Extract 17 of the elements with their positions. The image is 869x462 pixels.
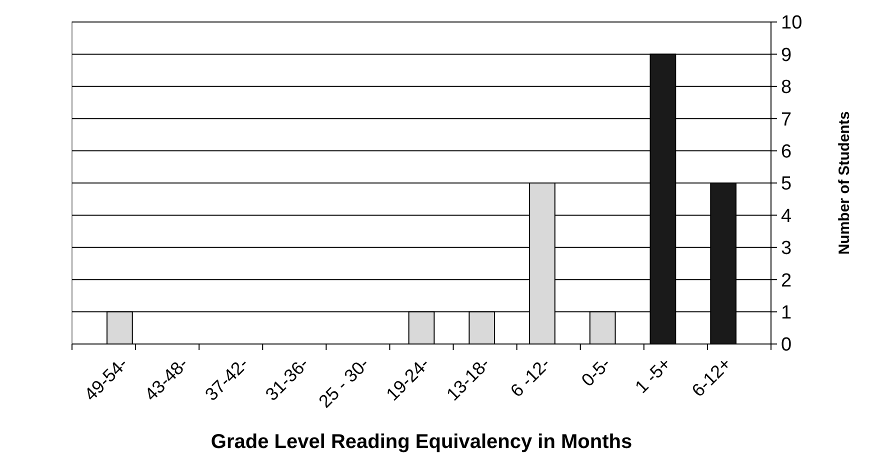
y-tick-label: 10: [781, 12, 802, 34]
y-axis-title: Number of Students: [836, 111, 853, 255]
x-tick-label: 25 - 30-: [314, 354, 373, 412]
y-tick-label: 4: [781, 206, 792, 227]
x-tick-label: 0-5-: [578, 354, 614, 390]
y-tick-label: 8: [781, 77, 792, 98]
x-tick-label: 6 -12-: [506, 354, 554, 401]
y-tick-label: 1: [781, 302, 792, 324]
y-tick-label: 0: [781, 334, 792, 356]
x-tick-label: 1 -5+: [631, 354, 675, 398]
y-tick-label: 7: [781, 109, 792, 130]
y-tick-label: 3: [781, 238, 792, 260]
y-tick-label: 9: [781, 44, 792, 66]
y-tick-label: 5: [781, 174, 792, 195]
y-tick-label: 2: [781, 270, 792, 292]
x-axis-title: Grade Level Reading Equivalency in Months: [210, 431, 632, 453]
y-tick-label: 6: [781, 141, 792, 162]
